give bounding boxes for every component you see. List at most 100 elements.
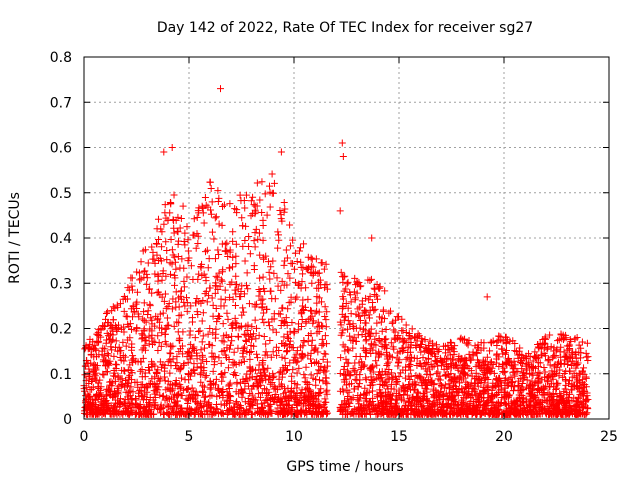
data-point [535, 375, 543, 383]
y-tick-label: 0.5 [50, 186, 72, 202]
data-point [144, 259, 152, 267]
data-point [214, 246, 222, 254]
data-point [307, 371, 315, 379]
data-point [510, 364, 518, 372]
data-point [525, 401, 533, 409]
data-point [543, 345, 551, 353]
data-point [433, 341, 441, 349]
data-point [250, 330, 258, 338]
data-point [224, 364, 232, 372]
data-point [336, 318, 344, 326]
data-point [323, 362, 331, 370]
data-point [463, 362, 471, 370]
data-point [297, 389, 305, 397]
data-point [270, 269, 278, 277]
data-point [421, 336, 429, 344]
data-point [201, 194, 209, 202]
data-point [166, 369, 174, 377]
data-point [236, 293, 244, 301]
data-point [482, 405, 490, 413]
data-point [225, 407, 233, 415]
data-point [578, 338, 586, 346]
data-point [175, 390, 183, 398]
data-point [267, 353, 275, 361]
data-point [232, 240, 240, 248]
data-point [522, 362, 530, 370]
data-point [164, 377, 172, 385]
data-point [302, 386, 310, 394]
data-point [184, 236, 192, 244]
data-point [320, 404, 328, 412]
data-point [185, 371, 193, 379]
data-point [214, 385, 222, 393]
data-point [231, 286, 239, 294]
data-point [272, 407, 280, 415]
data-point [110, 369, 118, 377]
data-point [383, 393, 391, 401]
data-point [574, 410, 582, 418]
data-point [200, 402, 208, 410]
data-point [168, 260, 176, 268]
data-point [568, 380, 576, 388]
data-point [346, 332, 354, 340]
data-point [268, 409, 276, 417]
data-point [309, 263, 317, 271]
data-point [212, 405, 220, 413]
data-point [553, 381, 561, 389]
data-point [311, 309, 319, 317]
y-tick-label: 0.2 [50, 322, 72, 338]
data-point [276, 310, 284, 318]
data-point [262, 410, 270, 418]
data-point [241, 204, 249, 212]
data-point [503, 346, 511, 354]
data-point [317, 385, 325, 393]
data-point [170, 253, 178, 261]
data-point [531, 393, 539, 401]
data-point [443, 403, 451, 411]
data-point [213, 318, 221, 326]
data-point [490, 369, 498, 377]
data-point [95, 379, 103, 387]
data-point [161, 338, 169, 346]
data-point [152, 312, 160, 320]
data-point [217, 295, 225, 303]
data-point [182, 395, 190, 403]
data-point [299, 302, 307, 310]
data-point [507, 374, 515, 382]
data-point [322, 316, 330, 324]
data-point [266, 375, 274, 383]
data-point [361, 384, 369, 392]
data-point [551, 404, 559, 412]
data-point [349, 394, 357, 402]
data-point [195, 298, 203, 306]
data-point [295, 364, 303, 372]
data-point [215, 269, 223, 277]
data-point [390, 385, 398, 393]
data-point [213, 274, 221, 282]
data-point [226, 379, 234, 387]
data-point [349, 320, 357, 328]
data-point [146, 285, 154, 293]
data-point [425, 402, 433, 410]
data-point [207, 404, 215, 412]
data-point [583, 389, 591, 397]
data-point [116, 395, 124, 403]
data-point [562, 381, 570, 389]
data-point [93, 362, 101, 370]
data-point [233, 206, 241, 214]
data-point [274, 228, 282, 236]
data-point [260, 332, 268, 340]
data-point [474, 379, 482, 387]
data-point [137, 404, 145, 412]
data-point [194, 239, 202, 247]
data-point [511, 372, 519, 380]
data-point [536, 359, 544, 367]
data-point [367, 340, 375, 348]
data-point [277, 148, 285, 156]
data-point [559, 373, 567, 381]
data-point [323, 285, 331, 293]
data-point [139, 331, 147, 339]
data-point [313, 329, 321, 337]
data-point [274, 231, 282, 239]
data-point [178, 287, 186, 295]
